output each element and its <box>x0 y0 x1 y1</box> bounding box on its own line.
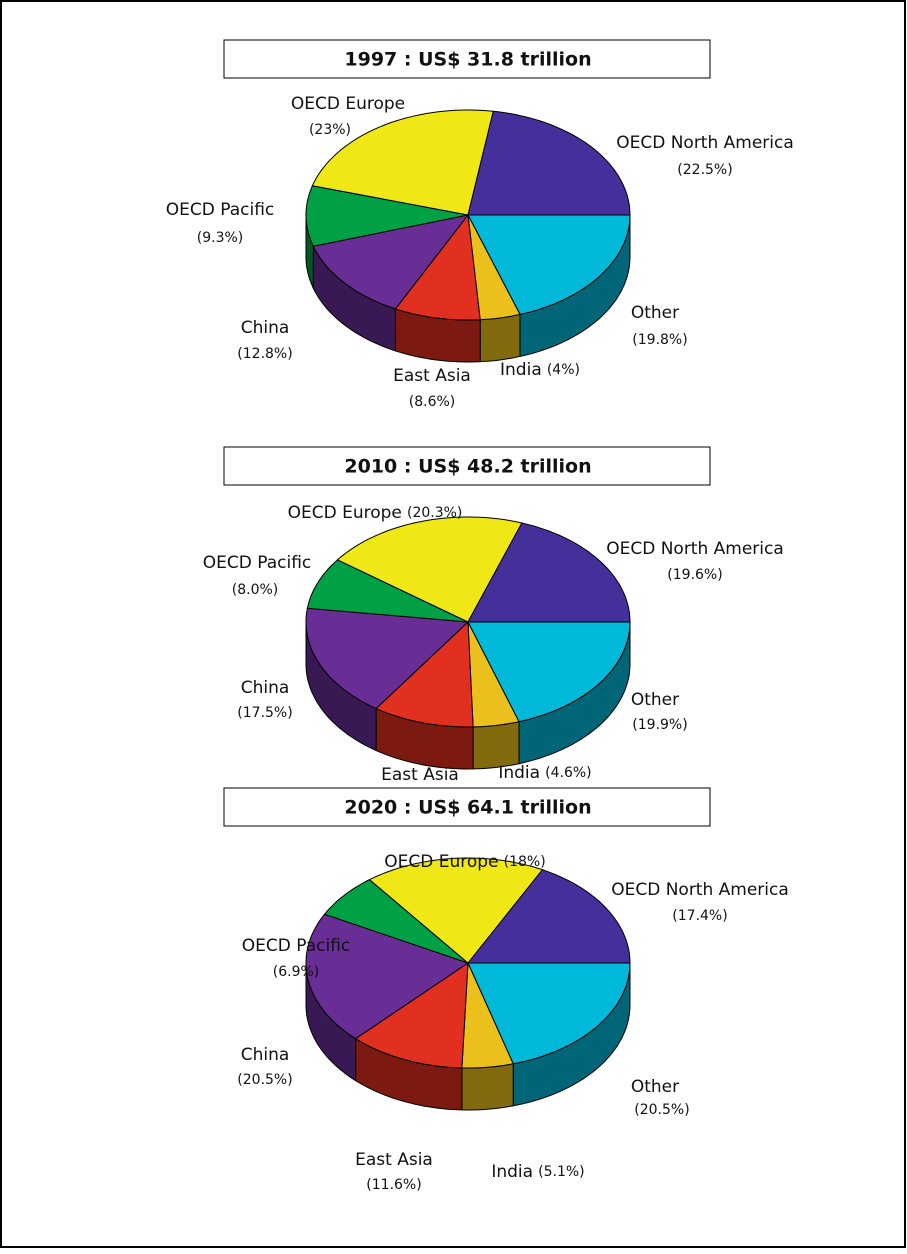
slice <box>311 109 494 216</box>
chart-title: 2020 : US$ 64.1 trillion <box>344 797 591 819</box>
slice-label-group: India (5.1%) <box>491 1162 584 1183</box>
slice <box>305 185 469 247</box>
slice-label: China <box>241 318 290 338</box>
slice-label: OECD Pacific <box>242 936 351 956</box>
slice-label: OECD Europe <box>384 852 498 872</box>
slice <box>305 913 470 1040</box>
slice <box>467 214 631 315</box>
slice <box>466 869 631 964</box>
slice-label: OECD Pacific <box>203 553 312 573</box>
slice-value-label: (19.8%) <box>632 332 687 348</box>
slice-value-label: (9.3%) <box>197 230 244 246</box>
slice-value-label: (18%) <box>504 854 546 870</box>
slice <box>305 607 470 710</box>
slice-value-label: (23%) <box>309 122 351 138</box>
slice-value-label: (11.6%) <box>366 1177 421 1193</box>
title-box <box>223 787 711 827</box>
slice <box>467 214 521 321</box>
chart-title: 2010 : US$ 48.2 trillion <box>344 456 591 478</box>
slice-label: OECD North America <box>606 539 784 559</box>
slice-value-label: (4%) <box>547 362 580 378</box>
slice-label: OECD Pacific <box>166 200 275 220</box>
title-box <box>223 39 711 79</box>
slice-value-label: (17.5%) <box>237 705 292 721</box>
slice <box>375 620 474 728</box>
slice-label-group: India (4.6%) <box>498 763 591 784</box>
slice-value-label: (20.5%) <box>634 1102 689 1118</box>
slice-label: OECD North America <box>616 133 794 153</box>
slice <box>306 559 469 623</box>
slice <box>368 857 544 964</box>
slice-value-label: (22.5%) <box>677 162 732 178</box>
slice-label: Other <box>631 303 679 323</box>
slice <box>394 213 481 321</box>
title-box <box>223 446 711 486</box>
slice-label: East Asia <box>355 1150 433 1170</box>
slice-label-group: OECD Europe (20.3%) <box>288 503 463 524</box>
slice-label: China <box>241 678 290 698</box>
slice-label: China <box>241 1045 290 1065</box>
slice-label: India <box>500 360 542 380</box>
slice-label: Other <box>631 1077 679 1097</box>
slice-label: OECD Europe <box>288 503 402 523</box>
slice <box>467 962 631 1065</box>
slice-value-label: (12.8%) <box>237 346 292 362</box>
slice-label: India <box>491 1162 533 1182</box>
slice-value-label: (20.3%) <box>407 505 462 521</box>
slice-side <box>461 1063 514 1111</box>
slice <box>336 516 523 623</box>
slice-label: India <box>498 763 540 783</box>
slice-label: OECD Europe <box>291 94 405 114</box>
slice-label: East Asia <box>381 765 459 785</box>
slice <box>461 962 514 1069</box>
slice <box>354 962 469 1069</box>
slice-value-label: (8.6%) <box>409 394 456 410</box>
slice-value-label: (8.0%) <box>232 582 279 598</box>
chart-title: 1997 : US$ 31.8 trillion <box>344 49 591 71</box>
slice-label: OECD North America <box>611 880 789 900</box>
slice <box>467 110 631 216</box>
slice-value-label: (19.9%) <box>632 717 687 733</box>
slice-value-label: (19.6%) <box>667 567 722 583</box>
slice-side <box>479 313 521 363</box>
slice-value-label: (20.5%) <box>237 1072 292 1088</box>
slice <box>467 621 520 728</box>
slice-label-group: India (4%) <box>500 360 580 381</box>
slice-value-label: (4.6%) <box>545 765 592 781</box>
slice-value-label: (5.1%) <box>538 1164 585 1180</box>
slice-side <box>472 721 520 770</box>
slice-label-group: OECD Europe (18%) <box>384 852 545 873</box>
slice-value-label: (17.4%) <box>672 908 727 924</box>
slice <box>467 621 631 723</box>
slice-label: East Asia <box>393 366 471 386</box>
slice <box>323 879 469 964</box>
slice <box>467 522 631 623</box>
slice-value-label: (6.9%) <box>273 964 320 980</box>
slice-label: Other <box>631 690 679 710</box>
